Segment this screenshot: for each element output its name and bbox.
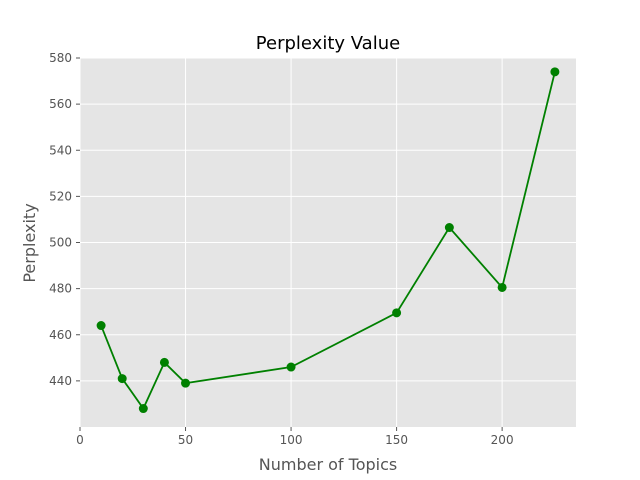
data-point: [96, 321, 106, 331]
grid-lines: [79, 57, 576, 427]
chart-title: Perplexity Value: [256, 33, 400, 54]
axis-ticks: 0 50 100 150 200 440 460 480 500 520 540 560 580: [49, 51, 513, 447]
data-point: [181, 378, 191, 388]
data-point: [497, 282, 507, 292]
y-axis-label: Perplexity: [20, 203, 39, 282]
data-point: [138, 404, 148, 414]
x-tick-label: 100: [280, 433, 303, 447]
x-axis-label: Number of Topics: [259, 455, 397, 474]
data-point: [117, 374, 127, 384]
data-point: [444, 223, 454, 233]
data-series: [96, 67, 560, 414]
data-point: [286, 362, 296, 372]
y-tick-label: 520: [49, 189, 72, 203]
y-tick-label: 580: [49, 51, 72, 65]
x-tick-label: 150: [385, 433, 408, 447]
y-tick-label: 460: [49, 328, 72, 342]
x-tick-label: 200: [491, 433, 514, 447]
y-tick-label: 440: [49, 374, 72, 388]
y-tick-label: 540: [49, 143, 72, 157]
data-point: [392, 308, 402, 318]
y-tick-label: 500: [49, 236, 72, 250]
y-tick-label: 560: [49, 97, 72, 111]
series-line: [100, 71, 556, 411]
x-tick-label: 0: [76, 433, 84, 447]
y-tick-label: 480: [49, 282, 72, 296]
x-tick-label: 50: [178, 433, 193, 447]
data-point: [159, 357, 169, 367]
data-point: [550, 67, 560, 77]
